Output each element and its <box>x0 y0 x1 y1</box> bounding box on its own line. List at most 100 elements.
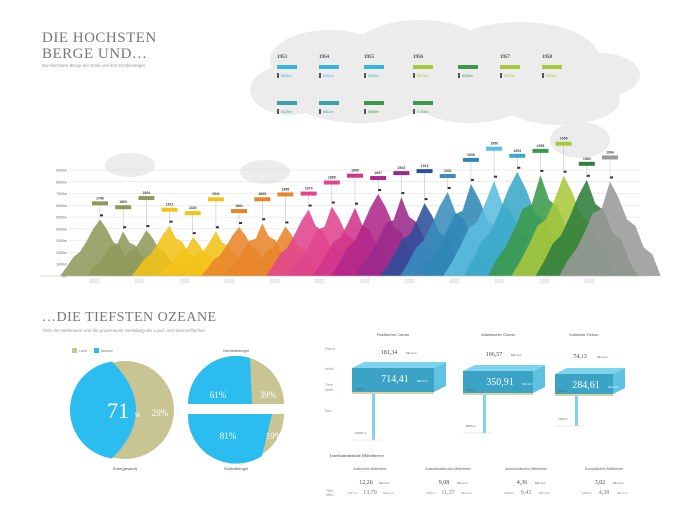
mean-depth: 3293 m <box>466 388 477 392</box>
y-tick-label: 1000m <box>56 263 67 267</box>
row-label: Inhalt <box>325 367 334 371</box>
timeline-height: 8586m <box>368 110 379 114</box>
timeline-year: 1955 <box>364 55 375 60</box>
ocean-block-top <box>463 365 545 371</box>
timeline-flag <box>319 101 339 105</box>
pie-label: Nordhalbkugel <box>223 348 249 353</box>
sea-volume-unit: Mio km³ <box>383 491 394 495</box>
mountain-label-box <box>277 192 294 197</box>
sea-area-unit: Mio km² <box>535 481 546 485</box>
mountain-year: 1955 <box>537 144 545 148</box>
flag-icon <box>239 222 243 225</box>
x-tick-box <box>269 278 280 284</box>
mountain-year: 1950 <box>490 142 498 146</box>
flag-icon <box>215 226 219 229</box>
y-tick-label: 6000m <box>56 204 67 208</box>
timeline-flag <box>364 101 384 105</box>
sea-mean-depth: 2164 m <box>504 491 515 495</box>
timeline-flag <box>277 65 297 69</box>
title-line-2: BERGE UND… <box>42 46 148 62</box>
legend-swatch <box>72 348 77 353</box>
pie-label: Erde(gesamt) <box>113 466 138 471</box>
flag-icon <box>563 170 567 173</box>
flag-icon <box>500 73 502 78</box>
flag-icon <box>586 174 590 177</box>
mountain-label-box <box>509 153 526 158</box>
title-line-1: DIE HOCHSTEN <box>42 30 157 46</box>
mountain-year: 1956 <box>560 137 568 141</box>
row-label: Max <box>325 409 332 413</box>
flag-icon <box>517 166 521 169</box>
timeline-flag <box>542 65 562 69</box>
x-tick-box <box>404 278 415 284</box>
legend-label: Wasser <box>101 349 114 353</box>
seas-title: Interkontinentale Mittelmeere <box>330 453 384 458</box>
pie-value-water: 61% <box>210 390 227 400</box>
x-tick-box <box>89 278 100 284</box>
sea-name: Amerikanisches Mittelmeer <box>505 467 548 471</box>
y-tick-label: 5000m <box>56 216 67 220</box>
mountain-label-box <box>231 209 248 214</box>
flag-icon <box>277 73 279 78</box>
ocean-volume: 284,61 <box>572 380 600 391</box>
sea-mean-depth: 1450 m <box>582 491 593 495</box>
timeline-height: 8516m <box>417 74 428 78</box>
mountain-label-box <box>161 207 178 212</box>
y-tick-label: 9000m <box>56 169 67 173</box>
timeline-height: 8035m <box>462 74 473 78</box>
mountain-label-box <box>207 197 224 202</box>
flag-icon <box>542 73 544 78</box>
mountain-year: 1888 <box>328 176 336 180</box>
legend-label: Land <box>79 349 87 353</box>
ocean-trench <box>575 396 578 426</box>
timeline-flag <box>500 65 520 69</box>
ocean-name: Pazifischer Ozean <box>377 332 409 337</box>
timeline-flag <box>413 65 433 69</box>
ocean-floor <box>463 393 533 395</box>
ocean-volume: 350,91 <box>486 377 514 388</box>
sea-name: Arktisches Mittelmeer <box>353 467 387 471</box>
ocean-volume: 714,41 <box>381 374 409 385</box>
timeline-height: 8485m <box>368 74 379 78</box>
cloud <box>410 67 530 123</box>
mountain-year: 1841 <box>212 192 220 196</box>
pie-unit: % <box>135 413 141 419</box>
mountain-year: 1913 <box>421 164 429 168</box>
flag-icon <box>447 187 451 190</box>
mountain-label-box <box>115 205 132 210</box>
ocean-floor <box>352 392 434 394</box>
mountain-year: 1889 <box>351 169 359 173</box>
flag-icon <box>424 198 428 201</box>
timeline-height: 8848m <box>281 74 292 78</box>
flag-icon <box>319 109 321 114</box>
ocean-block-side <box>533 365 545 393</box>
y-tick-label: 3000m <box>56 239 67 243</box>
flag-icon <box>364 73 366 78</box>
x-tick-box <box>584 278 595 284</box>
timeline-height: 8163m <box>417 110 428 114</box>
flag-icon <box>378 189 382 192</box>
timeline-height: 8201m <box>323 74 334 78</box>
timeline-year: 1954 <box>319 55 330 60</box>
timeline-flag <box>277 101 297 105</box>
flag-icon <box>470 178 474 181</box>
timeline-height: 8125m <box>281 110 292 114</box>
mountain-label-box <box>184 211 201 216</box>
sea-area: 4,36 <box>517 480 528 486</box>
mountain-year: 1960 <box>583 157 591 161</box>
flag-icon <box>308 204 312 207</box>
ocean-block-top <box>555 368 625 374</box>
mountain-year: 1964 <box>606 150 614 154</box>
x-tick-box <box>539 278 550 284</box>
mean-depth: 3840 m <box>558 389 569 393</box>
flag-icon <box>331 201 335 204</box>
pie-water-nord <box>187 355 252 404</box>
ocean-trench <box>372 394 375 440</box>
ocean-volume-unit: Mio km³ <box>417 379 428 383</box>
mountain-area <box>559 181 661 276</box>
x-tick-box <box>224 278 235 284</box>
sea-volume: 4,38 <box>599 490 610 496</box>
flag-icon <box>277 109 279 114</box>
mountains-subtitle: Die höchsten Berge der Erde und ihre Ers… <box>42 63 146 68</box>
mountain-label-box <box>578 161 595 166</box>
